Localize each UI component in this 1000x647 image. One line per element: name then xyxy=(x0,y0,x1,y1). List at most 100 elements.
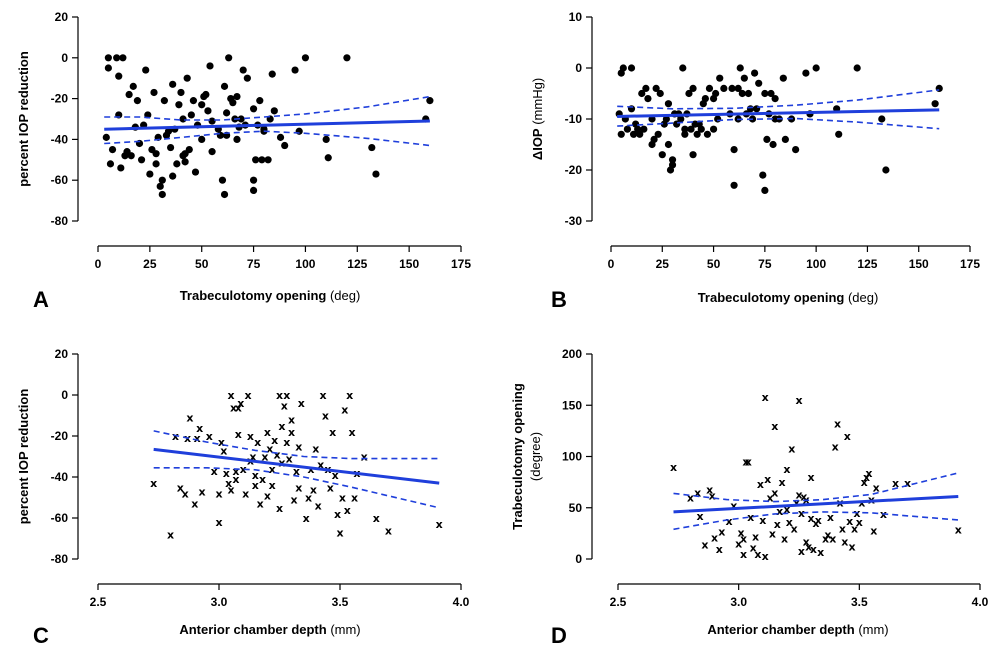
data-point: x xyxy=(235,401,242,414)
ci-lower-line xyxy=(153,467,440,509)
data-point xyxy=(701,95,709,103)
data-point xyxy=(175,101,183,109)
data-point xyxy=(125,90,133,99)
data-point xyxy=(746,105,755,113)
y-tick-label: -10 xyxy=(565,112,583,126)
y-axis-label-unit: (degree) xyxy=(528,432,543,481)
data-point: x xyxy=(863,471,870,484)
data-point: x xyxy=(186,412,193,425)
data-point xyxy=(734,84,742,92)
data-point: x xyxy=(274,448,281,461)
data-point: x xyxy=(745,456,752,469)
data-point xyxy=(104,64,112,72)
y-tick-label: 20 xyxy=(55,10,69,24)
y-tick-label: 20 xyxy=(55,347,69,361)
data-point: x xyxy=(725,515,732,528)
data-point xyxy=(629,130,638,138)
data-point: x xyxy=(822,533,829,546)
data-point: x xyxy=(810,543,817,556)
data-point: x xyxy=(232,465,239,478)
data-point xyxy=(183,74,191,82)
data-point: x xyxy=(361,451,368,464)
data-point: x xyxy=(276,502,283,515)
data-point xyxy=(738,89,746,98)
data-point: x xyxy=(701,539,708,552)
data-point: x xyxy=(798,545,805,558)
data-point: x xyxy=(839,522,846,535)
data-point xyxy=(204,107,212,115)
x-tick-label: 175 xyxy=(960,257,980,271)
data-point xyxy=(703,130,712,138)
x-tick-label: 3.0 xyxy=(211,595,228,609)
data-point xyxy=(127,152,135,160)
data-point: x xyxy=(711,531,718,544)
data-point: x xyxy=(694,486,701,499)
data-point: x xyxy=(271,434,278,447)
x-axis-label-title: Trabeculotomy opening xyxy=(698,290,845,305)
x-tick-label: 75 xyxy=(758,257,772,271)
data-point: x xyxy=(829,533,836,546)
data-point: x xyxy=(827,511,834,524)
data-point: x xyxy=(800,490,807,503)
data-point: x xyxy=(844,430,851,443)
data-point xyxy=(243,74,251,82)
ci-upper-line xyxy=(104,95,431,121)
data-point: x xyxy=(696,510,703,523)
data-point: x xyxy=(278,420,285,433)
y-tick-label: 100 xyxy=(562,450,582,464)
data-point xyxy=(763,135,771,143)
data-point: x xyxy=(738,526,745,539)
data-point: x xyxy=(310,483,317,496)
data-point: x xyxy=(735,538,742,551)
data-point xyxy=(642,84,650,92)
data-point xyxy=(730,146,738,154)
data-point: x xyxy=(856,516,863,529)
regression-line xyxy=(617,108,940,118)
data-point: x xyxy=(269,463,276,476)
x-tick-label: 0 xyxy=(95,257,102,271)
data-point: x xyxy=(742,456,749,469)
data-point xyxy=(689,151,697,159)
data-point xyxy=(264,156,272,164)
data-point: x xyxy=(194,432,201,445)
data-point: x xyxy=(812,517,819,530)
data-point xyxy=(640,125,648,133)
data-point xyxy=(301,54,310,62)
data-point xyxy=(751,69,759,77)
data-point: x xyxy=(762,391,769,404)
data-point xyxy=(208,148,216,156)
data-point xyxy=(617,130,625,138)
data-point: x xyxy=(385,524,392,537)
data-point xyxy=(216,131,224,139)
data-point: x xyxy=(283,389,290,402)
data-point xyxy=(102,133,110,141)
data-point xyxy=(638,89,646,98)
data-point xyxy=(343,54,351,62)
data-point: x xyxy=(295,481,302,494)
data-point: x xyxy=(892,477,899,490)
data-point xyxy=(767,89,775,98)
data-point: x xyxy=(709,489,716,502)
data-point: x xyxy=(955,523,962,536)
data-point: x xyxy=(740,533,747,546)
chart-panel-d: 200 150 100 50 0 2.5 3.0 3.5 4.0 Anterior chamber… xyxy=(510,347,989,647)
data-point xyxy=(802,69,810,77)
data-point xyxy=(716,74,724,82)
data-point: x xyxy=(783,463,790,476)
data-point: x xyxy=(769,527,776,540)
x-tick-label: 2.5 xyxy=(90,595,107,609)
data-point xyxy=(712,89,720,98)
x-axis-label-unit: (mm) xyxy=(855,622,889,637)
data-point xyxy=(705,84,714,92)
data-point: x xyxy=(436,518,443,531)
x-tick-label: 3.0 xyxy=(730,595,747,609)
data-point: x xyxy=(283,436,290,449)
data-point xyxy=(237,115,245,123)
data-point: x xyxy=(237,397,244,410)
data-point xyxy=(189,97,198,105)
data-point: x xyxy=(257,498,264,511)
y-tick-label: 200 xyxy=(562,347,582,361)
data-point xyxy=(687,125,695,133)
data-point xyxy=(728,84,736,92)
